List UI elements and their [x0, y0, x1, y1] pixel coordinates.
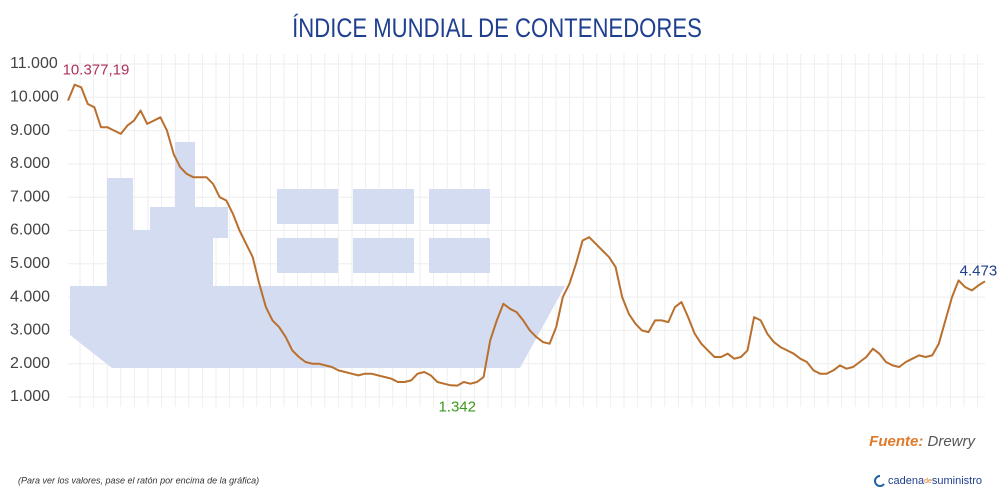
y-tick-label: 5.000 — [10, 255, 50, 272]
y-tick-label: 1.000 — [10, 388, 50, 405]
y-tick-label: 7.000 — [10, 188, 50, 205]
logo: cadenadesuministro — [888, 475, 982, 487]
source-label: Fuente: — [869, 433, 923, 450]
source: Fuente: Drewry — [869, 433, 976, 450]
ship-illustration — [70, 142, 565, 368]
y-tick-label: 4.000 — [10, 288, 50, 305]
y-tick-label: 10.000 — [10, 89, 59, 106]
logo-last: suministro — [932, 475, 982, 487]
value-label: 4.473 — [960, 262, 998, 279]
logo-middle: de — [924, 478, 932, 485]
logo-first: cadena — [888, 475, 925, 487]
y-tick-label: 3.000 — [10, 322, 50, 339]
y-tick-label: 6.000 — [10, 222, 50, 239]
value-label: 10.377,19 — [63, 62, 130, 79]
line — [67, 83, 986, 387]
y-tick-label: 2.000 — [10, 355, 50, 372]
plot: 10.377,19 1.342 4.473 — [63, 62, 998, 416]
logo-icon — [874, 475, 885, 487]
y-tick-label: 8.000 — [10, 155, 50, 172]
value-label: 1.342 — [438, 399, 476, 416]
footnote: (Para ver los valores, pase el ratón por… — [18, 475, 259, 485]
chart-title: ÍNDICE MUNDIAL DE CONTENEDORES — [292, 14, 702, 44]
y-tick-label: 9.000 — [10, 122, 50, 139]
source-name: Drewry — [928, 433, 977, 450]
y-tick-label: 11.000 — [10, 55, 58, 72]
